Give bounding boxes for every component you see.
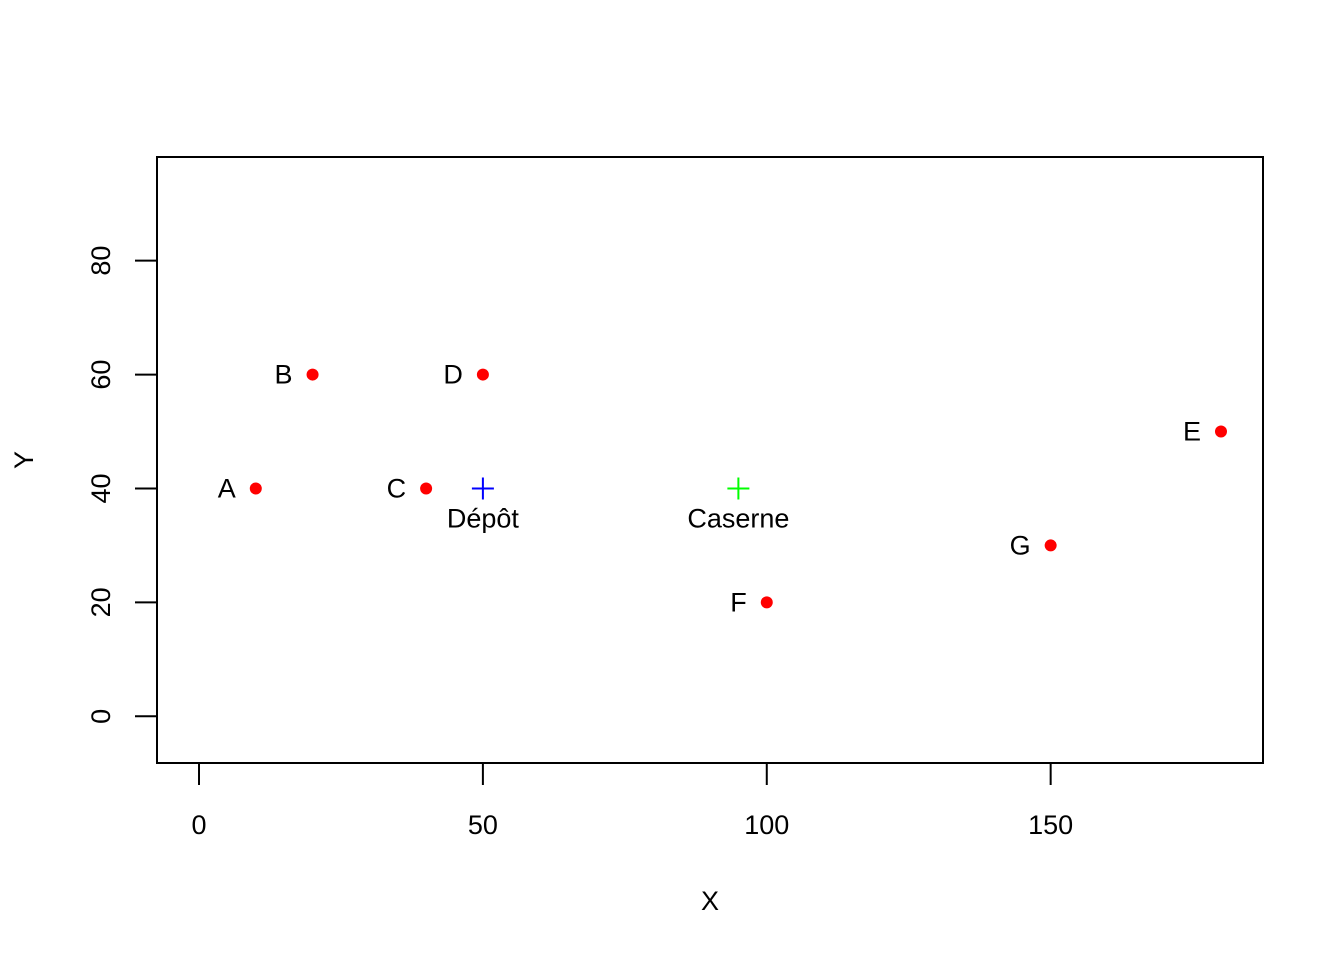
point-label: E [1183,417,1201,447]
point-label: A [218,473,236,503]
plot-frame [156,156,1264,764]
data-point [476,368,489,381]
special-point-label: Dépôt [447,503,520,533]
data-point [1214,425,1227,438]
y-axis: 0 20 40 60 80 [86,246,158,724]
plus-marker [727,477,750,500]
y-tick-label: 60 [86,360,116,390]
y-tick-label: 20 [86,587,116,617]
y-axis-label: Y [9,451,39,469]
point-label: F [730,587,747,617]
plus-marker [471,477,494,500]
special-points: Dépôt Caserne [447,477,789,533]
x-tick-label: 100 [744,810,789,840]
data-point [306,368,319,381]
y-tick-label: 0 [86,709,116,724]
y-tick-label: 80 [86,246,116,276]
x-tick-label: 50 [468,810,498,840]
x-axis-label: X [701,886,719,916]
data-point [420,482,433,495]
point-label: B [275,360,293,390]
point-label: D [443,360,463,390]
x-tick-label: 0 [191,810,206,840]
x-axis: 0 50 100 150 [191,762,1073,840]
data-points: A B C D E F G [218,360,1227,617]
point-label: G [1010,530,1031,560]
data-point [1044,539,1057,552]
data-point [249,482,262,495]
data-point [760,596,773,609]
x-tick-label: 150 [1028,810,1073,840]
y-tick-label: 40 [86,473,116,503]
special-point-label: Caserne [687,503,789,533]
point-label: C [387,473,407,503]
